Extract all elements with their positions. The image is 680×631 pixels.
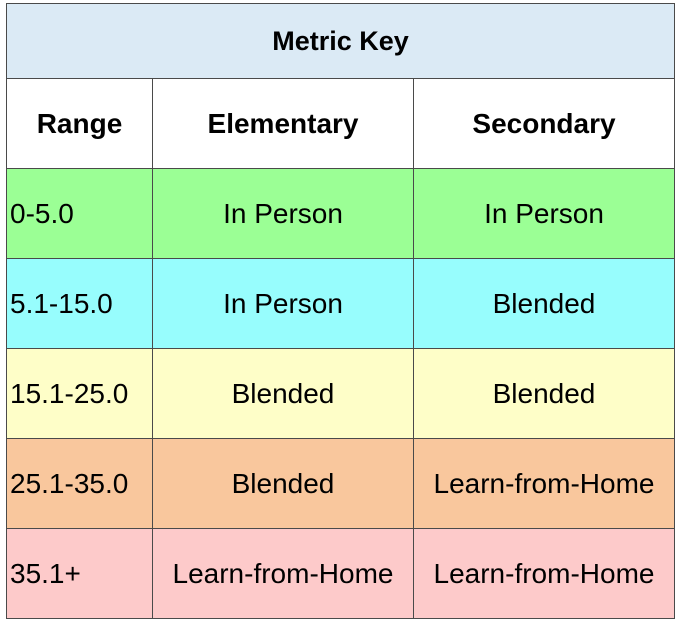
elementary-cell: Learn-from-Home	[152, 528, 414, 619]
secondary-cell: Blended	[413, 258, 675, 349]
range-cell: 0-5.0	[6, 168, 153, 259]
secondary-cell: Learn-from-Home	[413, 438, 675, 529]
secondary-cell: In Person	[413, 168, 675, 259]
header-elementary: Elementary	[152, 78, 414, 169]
range-cell: 25.1-35.0	[6, 438, 153, 529]
table-row: 0-5.0 In Person In Person	[6, 168, 675, 259]
table-title: Metric Key	[6, 3, 675, 79]
table-row: 25.1-35.0 Blended Learn-from-Home	[6, 438, 675, 529]
secondary-cell: Blended	[413, 348, 675, 439]
elementary-cell: In Person	[152, 258, 414, 349]
header-row: Range Elementary Secondary	[6, 78, 675, 169]
range-cell: 15.1-25.0	[6, 348, 153, 439]
elementary-cell: Blended	[152, 438, 414, 529]
table-row: 5.1-15.0 In Person Blended	[6, 258, 675, 349]
secondary-cell: Learn-from-Home	[413, 528, 675, 619]
table-row: 35.1+ Learn-from-Home Learn-from-Home	[6, 528, 675, 619]
table-row: 15.1-25.0 Blended Blended	[6, 348, 675, 439]
header-secondary: Secondary	[413, 78, 675, 169]
header-range: Range	[6, 78, 153, 169]
title-row: Metric Key	[6, 3, 675, 79]
metric-key-table: Metric Key Range Elementary Secondary 0-…	[6, 3, 675, 619]
elementary-cell: In Person	[152, 168, 414, 259]
elementary-cell: Blended	[152, 348, 414, 439]
range-cell: 5.1-15.0	[6, 258, 153, 349]
range-cell: 35.1+	[6, 528, 153, 619]
